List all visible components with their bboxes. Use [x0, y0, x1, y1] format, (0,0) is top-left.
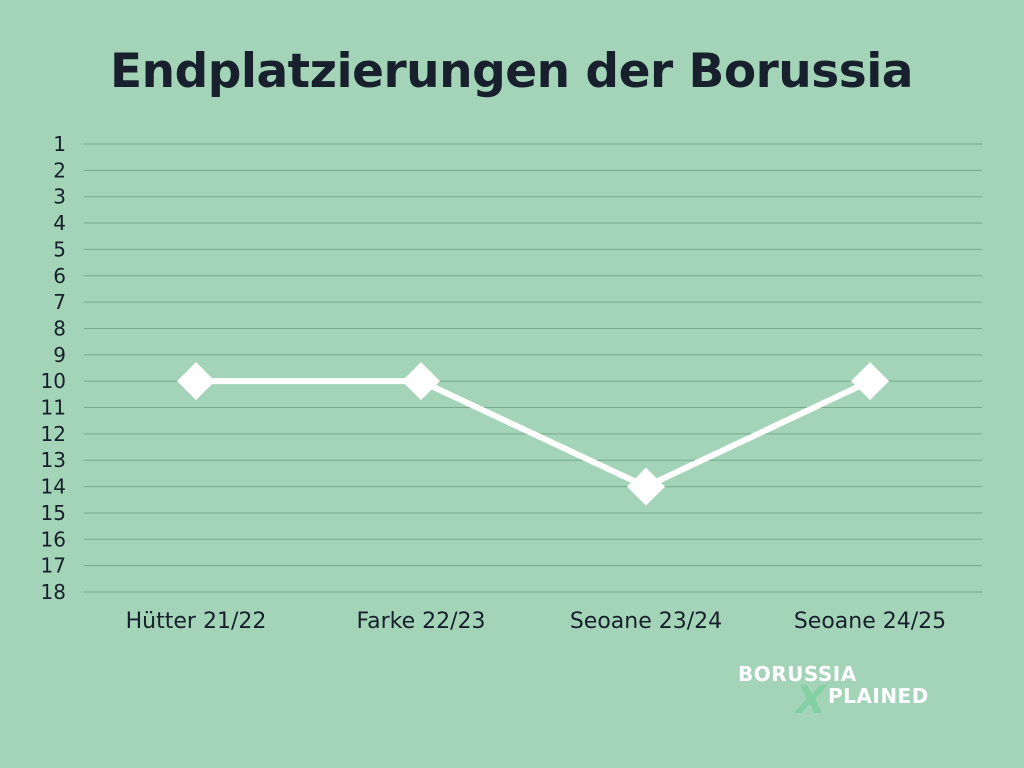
- gridlines: [84, 143, 982, 593]
- y-tick-label: 15: [41, 501, 66, 525]
- borussia-xplained-logo: BORUSSIA X PLAINED: [736, 660, 986, 722]
- y-tick-label: 18: [41, 580, 66, 604]
- y-tick-label: 7: [53, 290, 66, 314]
- x-tick-label: Seoane 23/24: [570, 609, 722, 634]
- series-line: [196, 378, 872, 490]
- y-tick-label: 8: [53, 316, 66, 340]
- y-tick-label: 10: [41, 369, 66, 393]
- data-markers: [177, 362, 889, 506]
- y-tick-label: 6: [53, 264, 66, 288]
- y-tick-label: 4: [53, 211, 66, 235]
- y-tick-label: 11: [41, 396, 66, 420]
- diamond-marker: [627, 467, 665, 506]
- chart-title: Endplatzierungen der Borussia: [110, 44, 914, 99]
- diamond-marker: [177, 362, 215, 401]
- diamond-marker: [851, 362, 889, 401]
- y-tick-label: 12: [41, 422, 66, 446]
- y-tick-label: 13: [41, 448, 66, 472]
- x-axis-tick-labels: Hütter 21/22 Farke 22/23 Seoane 23/24 Seoan…: [126, 609, 947, 634]
- x-tick-label: Farke 22/23: [356, 609, 485, 634]
- y-tick-label: 14: [41, 475, 66, 499]
- diamond-marker: [402, 362, 440, 401]
- series-line-path: [196, 378, 872, 490]
- logo-text-line1: BORUSSIA: [738, 662, 857, 686]
- y-tick-label: 16: [41, 527, 66, 551]
- x-tick-label: Hütter 21/22: [126, 609, 267, 634]
- y-tick-label: 3: [53, 185, 66, 209]
- y-tick-label: 1: [53, 132, 66, 156]
- y-tick-label: 5: [53, 237, 66, 261]
- x-tick-label: Seoane 24/25: [794, 609, 946, 634]
- logo-text-line2: PLAINED: [828, 684, 929, 708]
- y-tick-label: 2: [53, 158, 66, 182]
- y-tick-label: 17: [41, 554, 66, 578]
- y-tick-label: 9: [53, 343, 66, 367]
